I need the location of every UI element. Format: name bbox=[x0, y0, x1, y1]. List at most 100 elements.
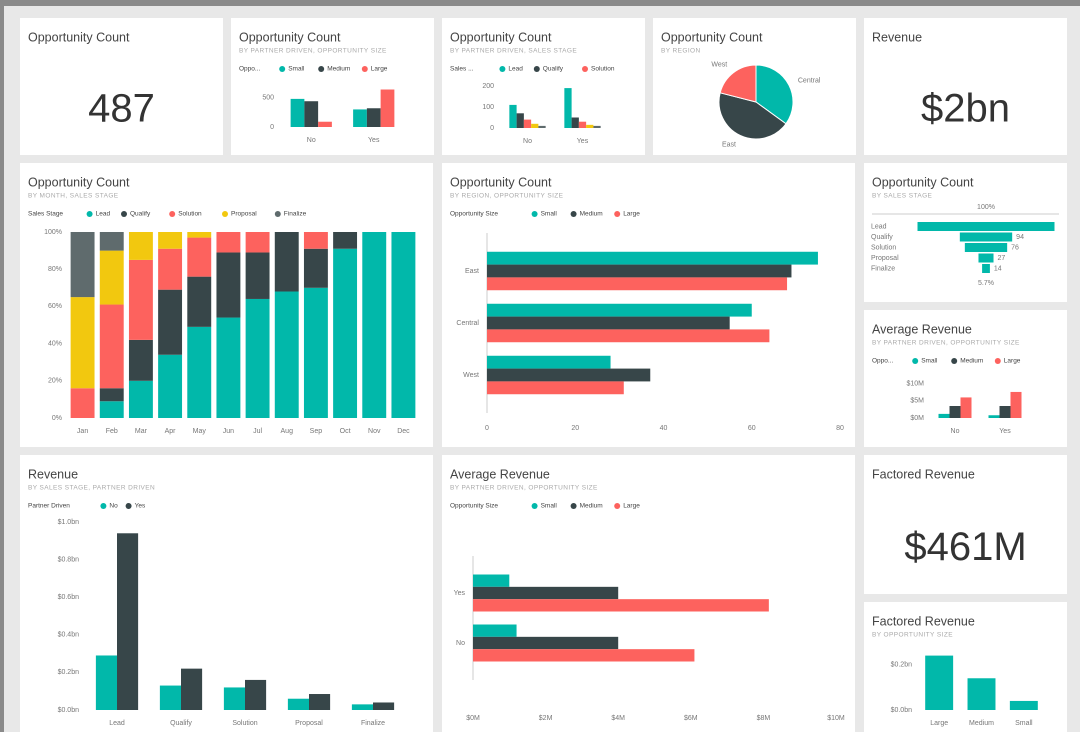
y-tick-label: Central bbox=[456, 320, 479, 327]
funnel-top-label: 100% bbox=[977, 204, 995, 211]
legend-label: Large bbox=[623, 503, 640, 510]
bar-segment bbox=[99, 388, 124, 402]
tile-subtitle: BY SALES STAGE bbox=[872, 193, 933, 200]
bar bbox=[318, 121, 332, 127]
pie-slice bbox=[719, 64, 757, 103]
bar bbox=[473, 649, 695, 662]
y-tick-label: 80% bbox=[48, 266, 62, 273]
legend-label: Large bbox=[1004, 358, 1021, 365]
bar bbox=[1009, 700, 1038, 710]
bar bbox=[531, 123, 539, 128]
funnel-value: 76 bbox=[1011, 244, 1019, 251]
left-border bbox=[0, 0, 4, 732]
legend-swatch bbox=[570, 211, 577, 217]
tile bbox=[20, 455, 433, 732]
bar-segment bbox=[303, 248, 328, 288]
x-tick-label: Large bbox=[930, 720, 948, 727]
bar-segment bbox=[187, 326, 212, 418]
stage-label: Proposal bbox=[871, 255, 899, 262]
tile bbox=[864, 455, 1067, 594]
bar bbox=[181, 668, 203, 710]
bar bbox=[509, 104, 517, 128]
legend-label: Qualify bbox=[543, 66, 564, 73]
legend-swatch bbox=[614, 211, 621, 217]
funnel-bar bbox=[978, 253, 994, 263]
x-tick-label: $4M bbox=[611, 715, 625, 722]
bar-segment bbox=[128, 259, 153, 340]
legend-title: Sales ... bbox=[450, 66, 474, 73]
bar bbox=[593, 125, 601, 128]
x-tick-label: Sep bbox=[310, 428, 323, 435]
bar bbox=[487, 329, 770, 343]
y-tick-label: $0.2bn bbox=[891, 662, 913, 669]
legend-label: Medium bbox=[327, 66, 350, 73]
x-tick-label: No bbox=[523, 138, 532, 145]
tile-title: Average Revenue bbox=[872, 322, 972, 336]
kpi-value: 487 bbox=[88, 87, 155, 131]
tile-title: Revenue bbox=[872, 30, 922, 44]
tile bbox=[864, 602, 1067, 732]
bar-segment bbox=[99, 401, 124, 418]
funnel-bottom-label: 5.7% bbox=[978, 280, 994, 287]
x-tick-label: 0 bbox=[485, 425, 489, 432]
y-tick-label: 100% bbox=[44, 229, 62, 236]
tile-subtitle: BY PARTNER DRIVEN, OPPORTUNITY SIZE bbox=[872, 340, 1020, 347]
y-tick-label: 0% bbox=[52, 415, 62, 422]
x-tick-label: $6M bbox=[684, 715, 698, 722]
legend-label: Small bbox=[541, 211, 558, 218]
bar-segment bbox=[70, 297, 95, 389]
legend-title: Sales Stage bbox=[28, 211, 63, 218]
bar bbox=[578, 121, 587, 128]
bar bbox=[290, 98, 305, 127]
tile-subtitle: BY MONTH, SALES STAGE bbox=[28, 193, 119, 200]
bar bbox=[380, 89, 395, 127]
bar-segment bbox=[158, 289, 183, 355]
bar-segment bbox=[245, 298, 270, 418]
bar bbox=[473, 574, 510, 587]
bar bbox=[571, 117, 579, 128]
x-tick-label: Yes bbox=[577, 138, 589, 145]
legend-label: Medium bbox=[580, 211, 603, 218]
tile-title: Revenue bbox=[28, 467, 78, 481]
tile-title: Opportunity Count bbox=[450, 175, 552, 189]
x-tick-label: Solution bbox=[232, 720, 257, 727]
x-tick-label: 20 bbox=[571, 425, 579, 432]
legend-title: Partner Driven bbox=[28, 503, 70, 510]
bar bbox=[487, 368, 651, 382]
tile-subtitle: BY REGION, OPPORTUNITY SIZE bbox=[450, 193, 564, 200]
bar-segment bbox=[128, 380, 153, 418]
funnel-value: 14 bbox=[994, 265, 1002, 272]
bar-segment bbox=[216, 232, 241, 253]
kpi-value: $461M bbox=[904, 525, 1026, 569]
bar-segment bbox=[245, 252, 270, 299]
tile-title: Opportunity Count bbox=[872, 175, 974, 189]
legend-label: Small bbox=[288, 66, 305, 73]
x-tick-label: No bbox=[307, 137, 316, 144]
bar bbox=[373, 702, 395, 710]
y-tick-label: 200 bbox=[482, 83, 494, 90]
x-tick-label: Jan bbox=[77, 428, 88, 435]
bar-segment bbox=[274, 291, 299, 418]
legend-label: Medium bbox=[960, 358, 983, 365]
funnel-bar bbox=[917, 222, 1055, 231]
x-tick-label: Jul bbox=[253, 428, 262, 435]
bar bbox=[538, 125, 546, 128]
stage-label: Qualify bbox=[871, 234, 893, 241]
funnel-bar bbox=[982, 264, 990, 273]
legend-label: Proposal bbox=[231, 211, 257, 218]
tile-subtitle: BY SALES STAGE, PARTNER DRIVEN bbox=[28, 485, 155, 492]
x-tick-label: Oct bbox=[340, 428, 351, 435]
bar bbox=[473, 599, 769, 612]
bar-segment bbox=[216, 317, 241, 418]
bar-segment bbox=[158, 248, 183, 290]
bar bbox=[586, 124, 594, 128]
legend-label: Qualify bbox=[130, 211, 151, 218]
legend-swatch bbox=[570, 503, 577, 509]
bar-segment bbox=[158, 232, 183, 249]
tile-title: Opportunity Count bbox=[28, 30, 130, 44]
legend-swatch bbox=[361, 66, 368, 72]
y-tick-label: $5M bbox=[910, 398, 924, 405]
y-tick-label: Yes bbox=[454, 590, 466, 597]
x-tick-label: May bbox=[193, 428, 207, 435]
